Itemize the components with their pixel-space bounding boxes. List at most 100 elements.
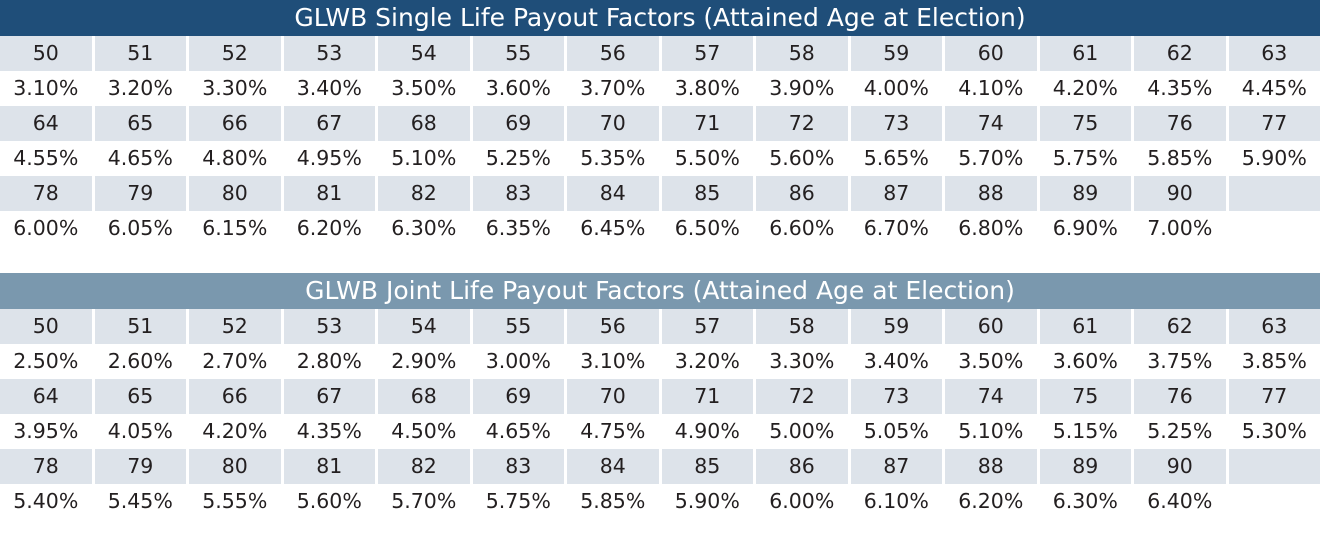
age-cell: 71 [661, 379, 753, 414]
payout-factor-cell: 4.10% [945, 71, 1037, 106]
age-cell: 50 [0, 309, 92, 344]
payout-factor-cell: 5.65% [850, 141, 942, 176]
payout-factor-cell: 5.70% [378, 484, 470, 519]
age-cell: 64 [0, 379, 92, 414]
age-cell: 83 [472, 176, 564, 211]
payout-factor-cell: 4.55% [0, 141, 92, 176]
payout-factor-cell: 6.70% [850, 211, 942, 246]
payout-factor-cell: 2.90% [378, 344, 470, 379]
age-cell: 86 [756, 449, 848, 484]
age-cell: 78 [0, 176, 92, 211]
age-cell: 68 [378, 106, 470, 141]
payout-factor-cell: 4.05% [94, 414, 186, 449]
payout-factor-cell: 7.00% [1134, 211, 1226, 246]
payout-factor-cell: 3.90% [756, 71, 848, 106]
payout-factor-cell: 6.50% [661, 211, 753, 246]
joint-life-section: GLWB Joint Life Payout Factors (Attained… [0, 273, 1320, 519]
single-life-grid: 50 51 52 53 54 55 56 57 58 59 60 61 62 63 3.10% 3.20% 3.… [0, 36, 1320, 246]
payout-factor-cell: 4.00% [850, 71, 942, 106]
age-cell: 62 [1134, 309, 1226, 344]
age-cell: 82 [378, 176, 470, 211]
payout-factor-cell: 4.95% [283, 141, 375, 176]
payout-factor-cell: 5.10% [378, 141, 470, 176]
age-cell: 61 [1039, 309, 1131, 344]
age-cell: 59 [850, 309, 942, 344]
section-spacer [0, 246, 1320, 273]
payout-factor-cell: 2.60% [94, 344, 186, 379]
payout-factor-cell: 6.60% [756, 211, 848, 246]
empty-factor-cell [1228, 211, 1320, 246]
payout-factor-cell: 3.70% [567, 71, 659, 106]
age-cell: 81 [283, 449, 375, 484]
payout-factor-cell: 5.30% [1228, 414, 1320, 449]
age-cell: 67 [283, 379, 375, 414]
age-cell: 82 [378, 449, 470, 484]
age-cell: 75 [1039, 379, 1131, 414]
age-cell: 80 [189, 449, 281, 484]
age-cell: 61 [1039, 36, 1131, 71]
payout-factor-cell: 6.20% [283, 211, 375, 246]
age-cell: 60 [945, 309, 1037, 344]
age-cell: 70 [567, 106, 659, 141]
payout-factor-cell: 5.75% [472, 484, 564, 519]
age-cell: 90 [1134, 449, 1226, 484]
age-cell: 78 [0, 449, 92, 484]
payout-factor-cell: 2.70% [189, 344, 281, 379]
age-cell: 56 [567, 36, 659, 71]
payout-factor-cell: 3.40% [850, 344, 942, 379]
age-cell: 55 [472, 309, 564, 344]
age-cell: 73 [850, 379, 942, 414]
payout-factor-cell: 4.90% [661, 414, 753, 449]
payout-factor-cell: 4.75% [567, 414, 659, 449]
age-cell: 89 [1039, 176, 1131, 211]
payout-factor-cell: 4.20% [189, 414, 281, 449]
joint-life-grid: 50 51 52 53 54 55 56 57 58 59 60 61 62 63 2.50% 2.60% 2.… [0, 309, 1320, 519]
age-cell: 62 [1134, 36, 1226, 71]
age-cell: 74 [945, 379, 1037, 414]
payout-factor-cell: 6.40% [1134, 484, 1226, 519]
age-cell: 77 [1228, 379, 1320, 414]
payout-factor-cell: 5.60% [283, 484, 375, 519]
payout-factor-cell: 5.40% [0, 484, 92, 519]
age-cell: 52 [189, 36, 281, 71]
payout-factor-cell: 5.70% [945, 141, 1037, 176]
age-cell: 75 [1039, 106, 1131, 141]
age-cell: 51 [94, 36, 186, 71]
age-cell: 54 [378, 36, 470, 71]
payout-factor-cell: 3.85% [1228, 344, 1320, 379]
single-life-title: GLWB Single Life Payout Factors (Attaine… [0, 0, 1320, 36]
age-cell: 66 [189, 106, 281, 141]
age-cell: 54 [378, 309, 470, 344]
joint-life-title: GLWB Joint Life Payout Factors (Attained… [0, 273, 1320, 309]
payout-factor-cell: 3.00% [472, 344, 564, 379]
age-cell: 73 [850, 106, 942, 141]
payout-factor-cell: 3.10% [0, 71, 92, 106]
age-cell: 50 [0, 36, 92, 71]
payout-factor-cell: 6.30% [378, 211, 470, 246]
payout-factor-cell: 6.90% [1039, 211, 1131, 246]
payout-factor-cell: 4.80% [189, 141, 281, 176]
payout-factor-cell: 5.45% [94, 484, 186, 519]
payout-factor-cell: 6.20% [945, 484, 1037, 519]
age-cell: 65 [94, 379, 186, 414]
payout-factor-cell: 6.45% [567, 211, 659, 246]
payout-factor-cell: 2.50% [0, 344, 92, 379]
payout-factor-cell: 6.35% [472, 211, 564, 246]
payout-factor-cell: 6.30% [1039, 484, 1131, 519]
age-cell: 89 [1039, 449, 1131, 484]
payout-factor-cell: 5.75% [1039, 141, 1131, 176]
age-cell: 55 [472, 36, 564, 71]
payout-factor-cell: 5.35% [567, 141, 659, 176]
age-cell: 77 [1228, 106, 1320, 141]
payout-factor-cell: 3.40% [283, 71, 375, 106]
age-cell: 57 [661, 309, 753, 344]
payout-factor-cell: 5.10% [945, 414, 1037, 449]
age-cell: 83 [472, 449, 564, 484]
payout-factor-cell: 5.25% [1134, 414, 1226, 449]
age-cell: 87 [850, 176, 942, 211]
payout-factor-cell: 5.85% [1134, 141, 1226, 176]
age-cell: 87 [850, 449, 942, 484]
payout-factor-cell: 6.00% [0, 211, 92, 246]
age-cell: 76 [1134, 379, 1226, 414]
payout-factor-cell: 4.65% [94, 141, 186, 176]
